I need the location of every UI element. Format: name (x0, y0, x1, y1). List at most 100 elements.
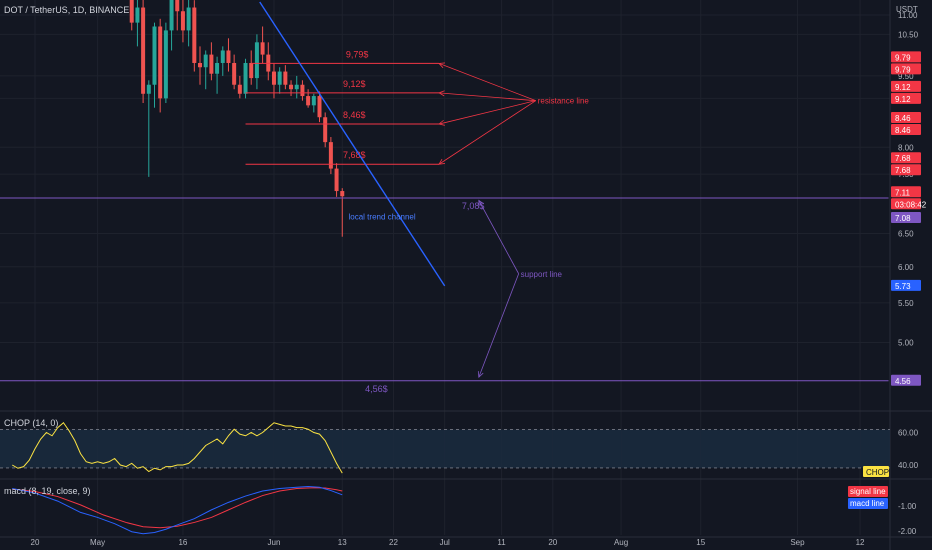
candle-body (260, 42, 265, 55)
time-axis-tick: 11 (497, 538, 506, 547)
price-badge-text: 8.46 (895, 114, 911, 123)
candle-body (192, 7, 197, 63)
price-axis-tick: 8.00 (898, 143, 914, 152)
time-axis-tick: 20 (548, 538, 557, 547)
annotation-arrowhead (438, 119, 445, 126)
price-badge (891, 51, 921, 63)
chop-axis-tick: 40.00 (898, 461, 919, 470)
annotation-arrow (438, 92, 536, 102)
price-badge (891, 63, 921, 75)
candle-body (317, 96, 322, 118)
chop-badge (863, 466, 889, 477)
candle-body (180, 11, 185, 31)
time-axis-tick: Aug (614, 538, 628, 547)
level-label: 9,12$ (343, 79, 366, 89)
price-axis-tick: 6.50 (898, 230, 914, 239)
trend-line-label: local trend channel (349, 213, 416, 222)
candle-body (334, 168, 339, 192)
annotation-arrowhead (438, 62, 446, 69)
price-badge (891, 186, 921, 198)
chop-indicator-label[interactable]: CHOP (14, 0) (4, 418, 59, 428)
candle-body (283, 71, 288, 85)
price-badge (891, 152, 921, 164)
price-badge-text: 4.56 (895, 377, 911, 386)
time-axis-tick: 20 (31, 538, 40, 547)
price-badge (891, 112, 921, 124)
candle-body (158, 26, 163, 99)
time-axis-tick: 22 (389, 538, 398, 547)
candle-body (198, 62, 203, 68)
macd-legend-item (848, 486, 888, 497)
time-axis-tick: 15 (696, 538, 705, 547)
candle-body (254, 42, 259, 79)
currency-label: USDT (896, 5, 918, 14)
candle-body (277, 71, 282, 85)
price-badge (891, 198, 921, 210)
price-axis-tick: 9.50 (898, 72, 914, 81)
price-badge-text: 9.79 (895, 65, 911, 74)
price-axis-tick: 10.50 (898, 30, 919, 39)
macd-line (12, 486, 343, 535)
price-badge (891, 164, 921, 176)
candle-body (249, 62, 254, 79)
candle-body (163, 30, 168, 99)
candle-body (220, 50, 225, 63)
candle-body (232, 62, 237, 85)
price-badge-text: 5.73 (895, 282, 911, 291)
candle-body (209, 54, 214, 74)
macd-indicator-label[interactable]: macd (8, 19, close, 9) (4, 486, 91, 496)
candle-body (215, 62, 220, 74)
candle-body (226, 50, 231, 63)
price-badge-text: 7.08 (895, 214, 911, 223)
chop-line (11, 422, 343, 474)
level-label: 7,68$ (343, 150, 366, 160)
candle-body (152, 26, 157, 85)
resistance-label: resistance line (538, 97, 590, 106)
candle-body (203, 54, 208, 68)
price-badge-text: 7.68 (895, 166, 911, 175)
time-axis-tick: May (90, 538, 105, 547)
candle-body (129, 0, 134, 23)
price-badge (891, 374, 921, 386)
level-label: 4,56$ (365, 384, 388, 394)
price-badge-text: 9.79 (895, 53, 911, 62)
price-badge (891, 124, 921, 136)
candle-body (323, 117, 328, 143)
price-badge-text: 7.68 (895, 154, 911, 163)
time-axis-tick: 13 (338, 538, 347, 547)
price-badge (891, 279, 921, 291)
annotation-arrowhead (438, 158, 445, 165)
candle-body (311, 96, 316, 106)
candle-body (186, 7, 191, 31)
macd-legend-text: signal line (850, 487, 886, 496)
candle-body (175, 0, 180, 12)
time-axis-tick: 12 (856, 538, 865, 547)
price-badge (891, 80, 921, 92)
candle-body (135, 7, 140, 23)
time-axis-tick: Jun (268, 538, 281, 547)
trend-line (259, 1, 446, 287)
candle-body (169, 0, 174, 31)
macd-axis-tick: -1.00 (898, 502, 917, 511)
time-axis-tick: Sep (790, 538, 805, 547)
time-axis-tick: Jul (440, 538, 450, 547)
chop-axis-tick: 60.00 (898, 429, 919, 438)
annotation-arrowhead (478, 199, 484, 207)
annotation-arrow (438, 63, 536, 102)
level-label: 8,46$ (343, 110, 366, 120)
candle-body (306, 96, 311, 106)
macd-axis-tick: -2.00 (898, 527, 917, 536)
support-label: support line (521, 270, 563, 279)
annotation-arrowhead (477, 371, 484, 378)
chop-band-fill (0, 429, 890, 468)
price-axis-tick: 5.50 (898, 299, 914, 308)
candle-body (271, 71, 276, 85)
price-badge-text: 9.12 (895, 95, 911, 104)
price-axis-tick: 5.00 (898, 338, 914, 347)
price-badge (891, 212, 921, 224)
candle-body (146, 84, 151, 94)
candle-body (294, 84, 299, 90)
price-axis-tick: 11.00 (898, 11, 918, 20)
annotation-arrow (478, 273, 520, 378)
